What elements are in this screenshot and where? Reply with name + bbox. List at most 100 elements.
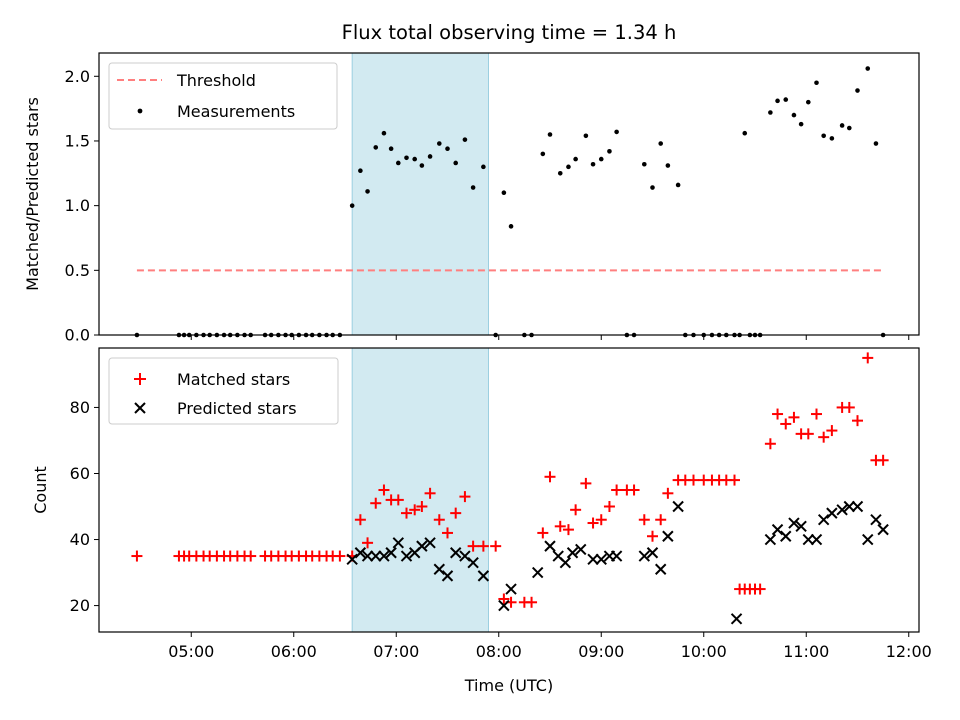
data-point <box>358 168 363 174</box>
x-tick-label: 07:00 <box>373 642 419 661</box>
x-tick-label: 09:00 <box>578 642 624 661</box>
data-point <box>852 415 863 427</box>
bottom-panel: 20 40 60 80 05:00 06:00 07:00 08:00 09:00 10:00 11… <box>31 347 932 695</box>
data-point <box>373 145 379 150</box>
data-point <box>791 112 797 118</box>
data-point <box>610 550 623 562</box>
data-point <box>611 484 623 496</box>
data-point <box>877 454 889 466</box>
data-point <box>662 487 674 499</box>
data-point <box>544 540 556 552</box>
data-point <box>862 352 874 364</box>
data-point <box>467 556 479 569</box>
data-point <box>614 129 619 135</box>
data-point <box>362 537 374 549</box>
data-point <box>388 146 394 152</box>
data-point <box>647 530 658 542</box>
data-point <box>847 125 852 131</box>
data-point <box>354 547 367 559</box>
data-point <box>547 132 553 137</box>
data-point <box>490 540 502 552</box>
data-point <box>566 164 571 170</box>
data-point <box>580 477 592 489</box>
data-point <box>554 520 566 532</box>
y-tick-label: 0.0 <box>65 326 90 345</box>
data-point <box>433 563 446 575</box>
data-point <box>370 550 382 562</box>
y-tick-label: 1.0 <box>65 196 90 215</box>
data-point <box>349 203 355 208</box>
x-tick-label: 10:00 <box>681 642 727 661</box>
data-point <box>559 556 572 569</box>
data-point <box>658 141 663 146</box>
data-point <box>772 408 784 420</box>
top-y-axis-label: Matched/Predicted stars <box>23 97 42 291</box>
data-point <box>826 507 838 519</box>
data-point <box>505 583 517 595</box>
data-point <box>508 224 514 229</box>
data-point <box>836 504 848 516</box>
data-point <box>814 80 819 86</box>
data-point <box>575 543 587 556</box>
legend-threshold-label: Threshold <box>176 71 256 90</box>
data-point <box>672 500 684 513</box>
data-point <box>628 484 640 496</box>
data-point <box>467 540 479 552</box>
bottom-axis-ticks: 20 40 60 80 05:00 06:00 07:00 08:00 09:00 10:00 11… <box>70 398 932 661</box>
data-point <box>865 66 871 71</box>
data-point <box>587 517 599 529</box>
data-point <box>862 533 874 546</box>
bottom-plot-frame <box>98 347 920 633</box>
data-point <box>378 484 390 496</box>
legend-measurements-swatch <box>137 108 143 114</box>
data-point <box>437 141 442 146</box>
data-point <box>498 599 510 612</box>
x-tick-label: 06:00 <box>271 642 317 661</box>
data-point <box>526 596 538 608</box>
data-point <box>806 99 811 105</box>
data-point <box>798 121 804 127</box>
data-point <box>650 185 655 190</box>
bottom-legend-box <box>108 357 339 425</box>
data-point <box>675 182 681 188</box>
data-point <box>409 504 421 516</box>
y-tick-label: 60 <box>70 464 90 483</box>
data-point <box>412 156 418 162</box>
data-point <box>400 550 413 562</box>
data-point <box>416 501 428 513</box>
bottom-legend: Matched stars Predicted stars <box>108 357 339 425</box>
data-point <box>562 524 574 536</box>
legend-matched-swatch <box>134 373 146 385</box>
data-point <box>729 474 740 486</box>
data-point <box>459 491 471 503</box>
data-point <box>855 88 860 93</box>
data-point <box>873 141 879 146</box>
data-point <box>566 547 579 559</box>
data-point <box>365 189 370 194</box>
data-point <box>540 151 546 157</box>
data-point <box>665 163 671 168</box>
data-point <box>544 471 556 483</box>
data-point <box>754 583 766 595</box>
data-point <box>449 547 462 559</box>
data-point <box>498 593 510 605</box>
data-point <box>590 161 596 167</box>
top-legend-box <box>108 62 338 130</box>
data-point <box>445 146 450 152</box>
data-point <box>346 553 358 566</box>
data-point <box>245 550 257 562</box>
y-tick-label: 0.5 <box>65 261 90 280</box>
y-tick-label: 40 <box>70 530 90 549</box>
data-point <box>334 550 346 562</box>
series-matched-stars <box>131 352 889 608</box>
data-point <box>587 553 599 566</box>
data-point <box>595 553 607 566</box>
data-point <box>851 500 864 513</box>
data-point <box>688 474 699 486</box>
data-point <box>768 110 773 115</box>
legend-predicted-swatch <box>134 402 146 414</box>
data-point <box>771 523 784 536</box>
chart-title: Flux total observing time = 1.34 h <box>342 21 677 44</box>
data-point <box>557 171 563 176</box>
data-point <box>424 487 436 499</box>
